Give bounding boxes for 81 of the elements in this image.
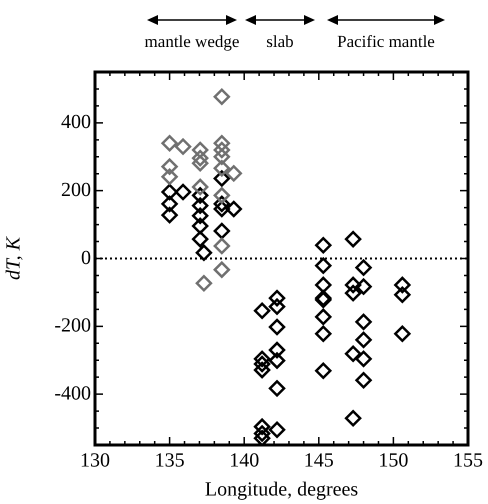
point	[192, 218, 208, 234]
point	[226, 165, 242, 182]
point	[174, 138, 192, 155]
point	[214, 142, 230, 158]
point	[315, 308, 332, 326]
point	[355, 314, 372, 330]
point	[254, 418, 270, 435]
point	[192, 230, 208, 248]
point	[355, 372, 372, 388]
y-tick-label: -400	[54, 382, 91, 404]
text: Pacific mantle	[336, 32, 436, 52]
point	[161, 168, 178, 186]
point	[268, 298, 286, 315]
point	[192, 197, 208, 214]
point	[344, 276, 362, 294]
point	[214, 134, 230, 152]
point	[315, 237, 332, 254]
point	[161, 158, 178, 175]
text: mantle wedge	[144, 32, 240, 51]
point	[196, 275, 212, 292]
point	[315, 326, 332, 342]
point	[226, 200, 242, 218]
point	[161, 184, 178, 200]
point	[344, 346, 362, 362]
point	[394, 276, 411, 294]
point	[214, 148, 230, 166]
y-axis-title: dT, K	[2, 235, 24, 280]
point	[254, 302, 270, 319]
point	[161, 206, 178, 224]
point	[268, 342, 286, 358]
point	[192, 142, 208, 158]
y-tick-label: -200	[54, 314, 91, 337]
x-tick-label: 130	[80, 449, 110, 472]
point	[174, 184, 192, 200]
point	[161, 196, 178, 212]
x-tick-label: 150	[378, 449, 408, 472]
point	[268, 290, 286, 306]
point	[268, 318, 286, 336]
point	[214, 200, 230, 218]
point	[214, 187, 230, 204]
point	[214, 261, 230, 278]
point	[355, 350, 372, 368]
x-tick-label: 145	[304, 449, 334, 472]
x-axis-title: Longitude, degrees	[204, 478, 358, 500]
point	[214, 238, 230, 254]
y-tick-label: 200	[61, 178, 91, 201]
point	[344, 230, 362, 248]
point	[254, 356, 270, 372]
y-tick-label: 0	[81, 246, 91, 269]
y-tick-label: 400	[61, 111, 91, 134]
point	[315, 362, 332, 379]
point	[254, 362, 270, 378]
point	[192, 178, 208, 196]
point	[192, 150, 208, 166]
point	[355, 278, 372, 295]
point	[214, 160, 230, 177]
point	[344, 410, 362, 426]
point	[268, 352, 286, 369]
point	[315, 276, 332, 294]
point	[394, 286, 411, 304]
point	[268, 380, 286, 397]
point	[344, 284, 362, 302]
point	[315, 257, 332, 274]
point	[214, 88, 230, 106]
point	[254, 430, 270, 445]
x-tick-label: 140	[229, 449, 260, 472]
point	[355, 259, 372, 276]
text: slab	[266, 32, 294, 51]
point	[192, 154, 208, 172]
point	[254, 425, 270, 442]
point	[268, 421, 286, 438]
x-tick-label: 155	[453, 449, 483, 472]
point	[254, 350, 270, 368]
point	[355, 332, 372, 348]
point	[214, 170, 230, 187]
point	[192, 208, 208, 224]
point	[196, 244, 212, 261]
point	[394, 326, 411, 342]
x-tick-label: 135	[154, 449, 185, 472]
point	[214, 222, 230, 240]
point	[161, 134, 178, 152]
